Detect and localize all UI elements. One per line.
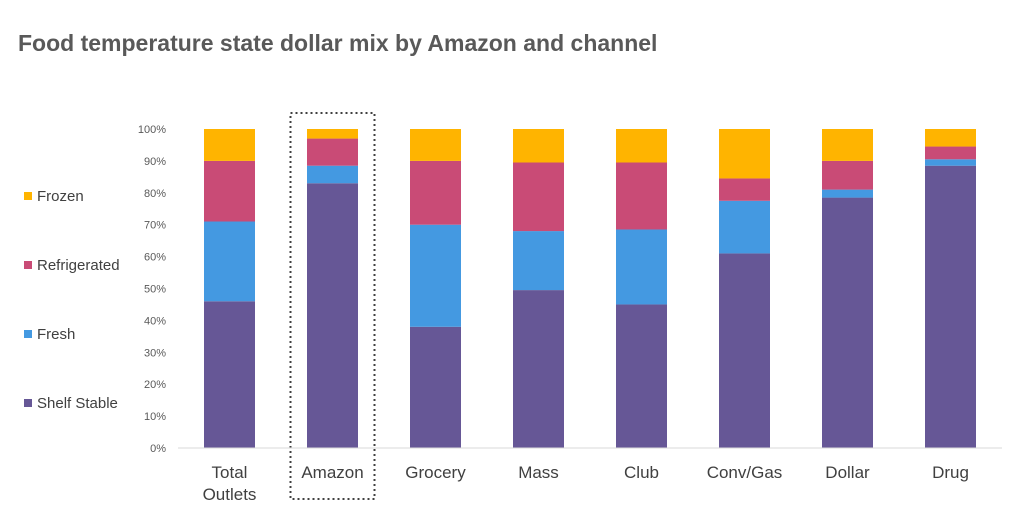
bar-segment-frozen <box>616 129 667 163</box>
bar-segment-fresh <box>513 231 564 291</box>
legend-item-shelf-stable: Shelf Stable <box>24 395 118 412</box>
legend-swatch <box>24 399 32 407</box>
bar-stack-club <box>616 129 667 448</box>
bar-segment-frozen <box>822 129 873 161</box>
legend-swatch <box>24 330 32 338</box>
bar-stack-drug <box>925 129 976 448</box>
y-tick-label: 40% <box>144 315 166 327</box>
x-tick-label: Conv/Gas <box>707 463 783 482</box>
bar-segment-refrigerated <box>513 162 564 232</box>
bar-segment-shelf-stable <box>513 290 564 448</box>
y-tick-label: 90% <box>144 156 166 168</box>
bar-segment-shelf-stable <box>307 183 358 449</box>
bar-segment-fresh <box>307 165 358 184</box>
bar-segment-frozen <box>307 129 358 139</box>
bar-segment-frozen <box>410 129 461 161</box>
bar-segment-refrigerated <box>616 162 667 230</box>
legend: Frozen Refrigerated Fresh Shelf Stable <box>24 188 120 412</box>
legend-label: Fresh <box>37 326 75 343</box>
y-tick-label: 70% <box>144 220 166 232</box>
y-tick-label: 50% <box>144 284 166 296</box>
x-tick-label: Grocery <box>405 463 466 482</box>
legend-label: Shelf Stable <box>37 395 118 412</box>
bar-segment-shelf-stable <box>822 197 873 448</box>
y-axis: 0% 10% 20% 30% 40% 50% 60% 70% 80% 90% 100% <box>138 124 166 455</box>
bar-segment-refrigerated <box>307 138 358 166</box>
bar-segment-shelf-stable <box>204 301 255 448</box>
legend-label: Frozen <box>37 188 84 205</box>
x-tick-label: Amazon <box>301 463 363 482</box>
bar-segment-refrigerated <box>410 160 461 225</box>
legend-item-refrigerated: Refrigerated <box>24 257 120 274</box>
bar-segment-refrigerated <box>925 146 976 160</box>
legend-swatch <box>24 261 32 269</box>
bar-segment-refrigerated <box>719 178 770 201</box>
chart-title: Food temperature state dollar mix by Ama… <box>18 30 658 56</box>
bar-stack-amazon <box>307 129 358 449</box>
bar-segment-fresh <box>925 159 976 166</box>
bar-stacks <box>204 112 976 500</box>
bar-segment-fresh <box>616 229 667 305</box>
y-tick-label: 0% <box>150 443 166 455</box>
y-tick-label: 60% <box>144 252 166 264</box>
bar-segment-shelf-stable <box>616 304 667 448</box>
bar-stack-grocery <box>410 129 461 448</box>
x-tick-label: Club <box>624 463 659 482</box>
bar-segment-refrigerated <box>822 160 873 190</box>
bar-segment-fresh <box>719 200 770 254</box>
bar-segment-shelf-stable <box>410 326 461 448</box>
y-tick-label: 20% <box>144 379 166 391</box>
x-tick-label: Drug <box>932 463 969 482</box>
y-tick-label: 30% <box>144 347 166 359</box>
y-tick-label: 80% <box>144 188 166 200</box>
y-tick-label: 100% <box>138 124 166 136</box>
bar-segment-fresh <box>410 224 461 327</box>
bar-stack-mass <box>513 129 564 448</box>
bar-segment-shelf-stable <box>925 165 976 448</box>
bar-segment-frozen <box>925 129 976 147</box>
bar-segment-fresh <box>204 221 255 302</box>
legend-swatch <box>24 192 32 200</box>
bar-segment-shelf-stable <box>719 253 770 448</box>
x-tick-label: Mass <box>518 463 559 482</box>
bar-segment-fresh <box>822 189 873 198</box>
bar-segment-frozen <box>513 129 564 163</box>
bar-stack-total-outlets <box>204 129 255 448</box>
legend-item-fresh: Fresh <box>24 326 75 343</box>
bar-segment-frozen <box>204 129 255 161</box>
x-tick-label: Total Outlets <box>203 463 257 504</box>
bar-stack-dollar <box>822 129 873 448</box>
y-tick-label: 10% <box>144 411 166 423</box>
legend-label: Refrigerated <box>37 257 120 274</box>
bar-stack-conv-gas <box>719 129 770 448</box>
legend-item-frozen: Frozen <box>24 188 84 205</box>
x-axis: Total Outlets Amazon Grocery Mass Club Conv/Ga… <box>178 447 1002 504</box>
x-tick-label: Dollar <box>825 463 870 482</box>
bar-segment-frozen <box>719 129 770 179</box>
highlight-box <box>289 112 376 500</box>
bar-segment-refrigerated <box>204 160 255 222</box>
